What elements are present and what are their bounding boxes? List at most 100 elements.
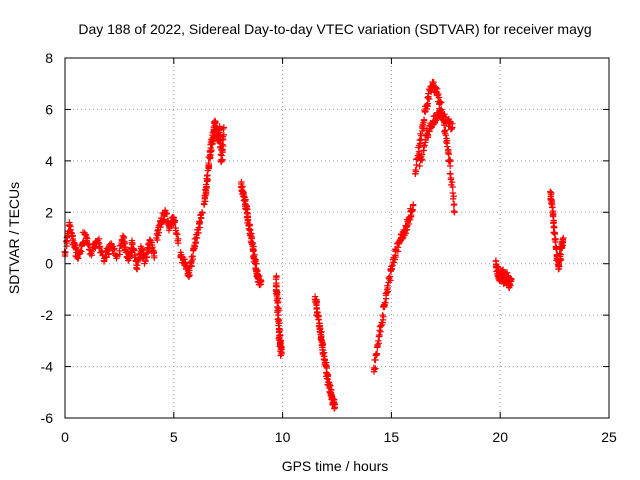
data-point [372, 365, 379, 372]
data-point [388, 265, 396, 273]
data-point [192, 239, 199, 246]
data-point [395, 240, 403, 247]
data-point [416, 162, 423, 170]
data-point [195, 229, 202, 237]
data-point [551, 229, 558, 236]
data-point [423, 101, 431, 109]
y-tick-label: -2 [41, 307, 54, 323]
x-axis-label: GPS time / hours [282, 458, 389, 474]
data-point [399, 235, 406, 243]
data-point [549, 209, 556, 217]
data-point [254, 271, 262, 279]
data-point [418, 151, 426, 158]
y-tick-label: -6 [41, 410, 54, 426]
data-point [424, 100, 432, 107]
data-point [315, 316, 322, 323]
data-point [326, 382, 333, 390]
x-tick-label: 5 [170, 429, 178, 445]
data-point [374, 341, 381, 348]
data-point [220, 131, 228, 139]
data-point [160, 217, 167, 224]
data-point [198, 215, 205, 222]
plot-frame [64, 57, 610, 419]
chart-title: Day 188 of 2022, Sidereal Day-to-day VTE… [78, 21, 591, 37]
data-point [331, 404, 339, 411]
data-point [387, 277, 394, 284]
data-point [445, 150, 453, 158]
data-point [443, 140, 451, 147]
data-point [412, 168, 420, 175]
data-point [416, 137, 423, 144]
data-markers [61, 78, 567, 412]
data-point [437, 98, 444, 105]
data-point [450, 193, 457, 200]
x-tick-label: 0 [61, 429, 69, 445]
data-point [376, 333, 383, 340]
data-point [139, 246, 146, 254]
data-point [409, 201, 417, 208]
data-point [386, 273, 393, 280]
data-point [80, 238, 87, 246]
data-point [202, 190, 209, 197]
data-point [206, 147, 214, 155]
data-point [327, 389, 335, 396]
data-point [420, 143, 427, 151]
data-point [247, 230, 254, 237]
data-point [330, 400, 338, 408]
data-point [426, 128, 433, 135]
x-tick-label: 10 [275, 429, 291, 445]
data-point [257, 281, 265, 288]
data-point [424, 132, 432, 140]
data-point [274, 298, 282, 306]
data-point [112, 252, 120, 259]
x-tick-label: 15 [384, 429, 400, 445]
data-point [550, 217, 557, 224]
data-point [278, 350, 285, 357]
data-point [116, 251, 124, 258]
data-point [507, 282, 514, 289]
data-point [274, 309, 281, 316]
data-point [174, 230, 181, 238]
data-point [256, 272, 263, 280]
y-tick-label: 6 [45, 101, 53, 117]
data-point [380, 313, 387, 321]
data-point [273, 281, 280, 289]
data-point [183, 264, 191, 271]
y-axis-label: SDTVAR / TECUs [6, 182, 22, 294]
data-point [96, 243, 104, 250]
data-point [275, 326, 283, 333]
data-point [111, 245, 118, 252]
data-point [182, 259, 189, 267]
data-point [384, 284, 391, 292]
data-point [450, 201, 458, 209]
data-point [435, 94, 443, 101]
data-point [69, 235, 77, 243]
data-point [198, 209, 206, 216]
axis-ticks: 0 5 10 15 20 25 -6 -4 -2 0 2 4 6 8 [41, 50, 617, 445]
data-point [246, 221, 253, 229]
data-point [244, 216, 252, 223]
data-point [100, 257, 108, 264]
y-tick-label: 4 [45, 153, 53, 169]
data-point [189, 252, 197, 260]
data-point [373, 350, 381, 357]
data-point [548, 189, 555, 197]
data-point [171, 218, 178, 226]
data-point [557, 256, 565, 264]
data-point [560, 234, 567, 242]
data-point [163, 210, 170, 218]
x-tick-label: 25 [601, 429, 617, 445]
data-point [313, 305, 320, 313]
data-point [203, 184, 210, 192]
data-point [442, 138, 450, 146]
data-point [212, 118, 219, 126]
data-point [507, 275, 515, 283]
data-point [151, 252, 158, 260]
data-point [553, 246, 561, 253]
data-point [216, 129, 223, 136]
data-point [370, 366, 378, 373]
data-point [441, 128, 448, 135]
data-point [250, 246, 257, 254]
data-point [88, 252, 95, 259]
